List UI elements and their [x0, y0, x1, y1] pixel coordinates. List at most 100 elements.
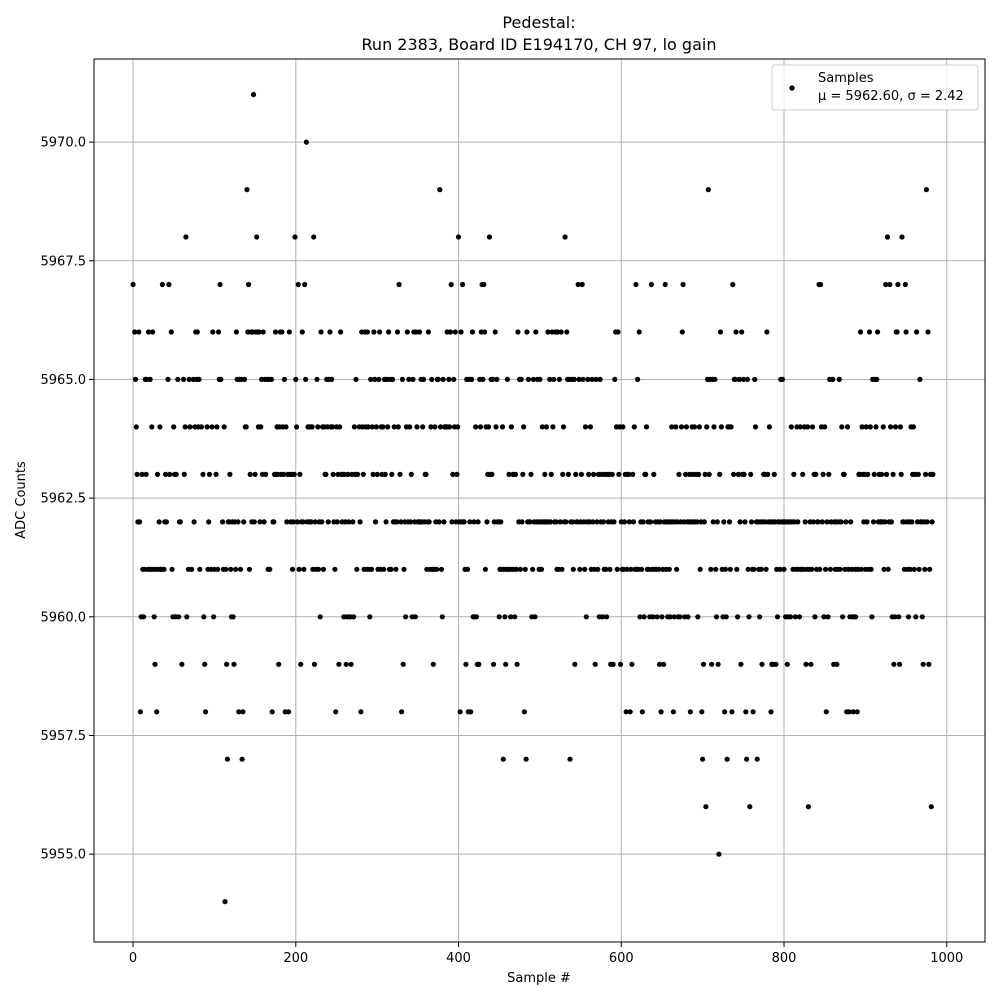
data-point	[272, 329, 279, 335]
data-point	[181, 471, 187, 477]
data-point	[705, 187, 711, 193]
data-point	[420, 424, 426, 430]
data-point	[809, 424, 816, 430]
data-point	[678, 424, 685, 430]
data-point	[215, 329, 222, 335]
data-point	[640, 519, 646, 525]
data-point	[694, 519, 700, 525]
data-point	[130, 281, 136, 288]
data-point	[594, 519, 600, 525]
data-point	[194, 329, 200, 335]
data-point	[300, 519, 306, 525]
data-point	[914, 329, 920, 335]
data-point	[542, 471, 548, 477]
data-point	[308, 519, 314, 525]
data-point	[848, 519, 854, 525]
data-point	[338, 329, 344, 335]
data-point	[163, 519, 169, 525]
data-point	[614, 566, 620, 572]
data-point	[455, 234, 462, 240]
data-point	[237, 566, 244, 572]
data-point	[247, 471, 253, 477]
data-point	[556, 376, 563, 382]
data-point	[562, 234, 568, 240]
data-point	[547, 376, 553, 382]
data-point	[572, 661, 578, 667]
data-point	[357, 519, 363, 525]
data-point	[661, 661, 667, 667]
data-point	[700, 756, 706, 762]
data-point	[803, 661, 809, 667]
data-point	[704, 424, 710, 430]
data-point	[558, 329, 564, 335]
data-point	[439, 614, 445, 620]
data-point	[808, 661, 814, 667]
data-point	[591, 471, 597, 477]
data-point	[323, 471, 329, 477]
data-point	[805, 424, 811, 430]
data-point	[899, 234, 905, 240]
data-point	[560, 471, 566, 477]
chart-subtitle: Run 2383, Board ID E194170, CH 97, lo ga…	[362, 35, 717, 54]
data-point	[295, 281, 301, 288]
data-point	[391, 424, 397, 430]
data-point	[450, 471, 456, 477]
data-point	[224, 661, 230, 667]
data-point	[724, 756, 730, 762]
data-point	[722, 566, 729, 572]
data-point	[370, 471, 376, 477]
data-point	[408, 471, 414, 477]
data-point	[723, 614, 729, 620]
data-point	[639, 709, 646, 715]
data-point	[498, 519, 504, 525]
data-point	[616, 471, 622, 477]
data-point	[643, 424, 650, 430]
data-point	[648, 519, 654, 525]
data-point	[281, 376, 287, 382]
data-point	[737, 519, 743, 525]
data-point	[294, 424, 300, 430]
data-point	[624, 566, 630, 572]
data-point	[448, 281, 454, 288]
data-point	[372, 519, 379, 525]
data-point	[254, 234, 260, 240]
data-point	[420, 376, 427, 382]
data-point	[781, 566, 787, 572]
data-point	[897, 661, 903, 667]
data-point	[726, 519, 733, 525]
data-point	[839, 424, 845, 430]
data-point	[563, 519, 569, 525]
data-point	[823, 709, 829, 715]
data-point	[246, 281, 252, 288]
y-tick-label: 5965.0	[41, 373, 87, 388]
data-point	[800, 471, 806, 477]
data-point	[350, 519, 356, 525]
y-axis-label: ADC Counts	[14, 461, 29, 539]
data-point	[351, 614, 357, 620]
data-point	[134, 471, 140, 477]
data-point	[133, 424, 139, 430]
data-point	[744, 756, 750, 762]
data-point	[580, 376, 586, 382]
data-point	[169, 566, 175, 572]
data-point	[201, 614, 207, 620]
data-point	[879, 471, 885, 477]
data-point	[699, 709, 705, 715]
data-point	[890, 471, 896, 477]
data-point	[425, 329, 431, 335]
data-point	[132, 329, 138, 335]
data-point	[372, 376, 378, 382]
data-point	[333, 709, 339, 715]
data-point	[837, 566, 843, 572]
data-point	[286, 329, 292, 335]
data-point	[586, 471, 592, 477]
data-point	[883, 471, 890, 477]
data-point	[406, 376, 412, 382]
data-point	[257, 519, 263, 525]
data-point	[792, 614, 799, 620]
data-point	[742, 519, 748, 525]
data-point	[892, 614, 898, 620]
data-point	[907, 566, 913, 572]
